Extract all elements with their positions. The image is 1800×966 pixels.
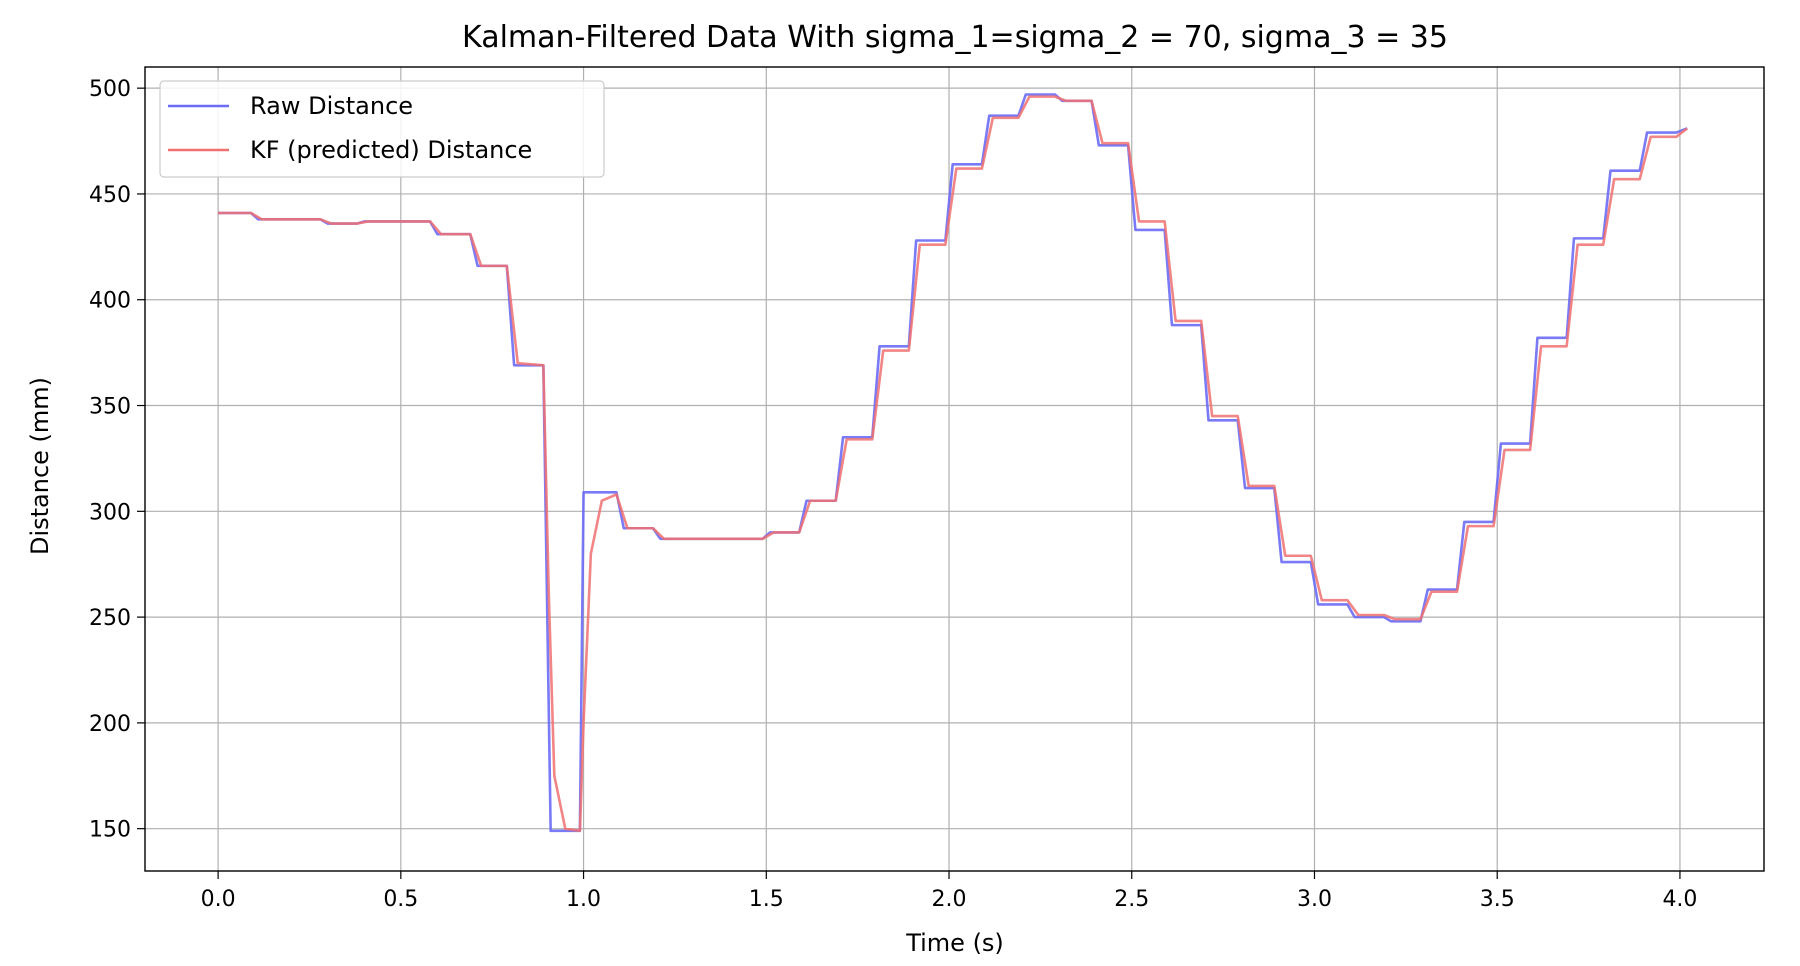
y-axis-label: Distance (mm)	[26, 377, 54, 555]
x-tick-label: 1.5	[749, 887, 784, 912]
y-axis-ticks: 150 200 250 300 350 400 450 500	[89, 77, 145, 843]
y-tick-label: 450	[89, 183, 131, 208]
x-axis-ticks: 0.0 0.5 1.0 1.5 2.0 2.5 3.0 3.5 4.0	[201, 871, 1697, 912]
series-kf-distance-line	[218, 95, 1689, 833]
x-tick-label: 1.0	[566, 887, 601, 912]
x-tick-label: 4.0	[1662, 887, 1697, 912]
plot-frame	[144, 66, 1765, 872]
chart-title: Kalman-Filtered Data With sigma_1=sigma_…	[462, 20, 1448, 55]
legend-label-kf: KF (predicted) Distance	[250, 136, 532, 164]
legend-label-raw: Raw Distance	[250, 92, 413, 120]
x-tick-label: 3.5	[1480, 887, 1515, 912]
legend-box	[159, 80, 605, 178]
x-tick-label: 3.0	[1297, 887, 1332, 912]
plot-area-border	[144, 66, 1765, 872]
x-tick-label: 2.5	[1114, 887, 1149, 912]
x-tick-label: 2.0	[932, 887, 967, 912]
y-tick-label: 500	[89, 77, 131, 102]
y-tick-label: 400	[89, 289, 131, 314]
legend: Raw Distance KF (predicted) Distance	[159, 80, 605, 178]
x-tick-label: 0.5	[383, 887, 418, 912]
y-tick-label: 350	[89, 395, 131, 420]
y-tick-label: 300	[89, 500, 131, 525]
y-tick-label: 250	[89, 606, 131, 631]
x-tick-label: 0.0	[201, 887, 236, 912]
series-raw-distance-line	[218, 93, 1688, 833]
series-lines	[218, 93, 1689, 833]
y-tick-label: 150	[89, 818, 131, 843]
x-axis-label: Time (s)	[905, 929, 1004, 957]
y-tick-label: 200	[89, 712, 131, 737]
